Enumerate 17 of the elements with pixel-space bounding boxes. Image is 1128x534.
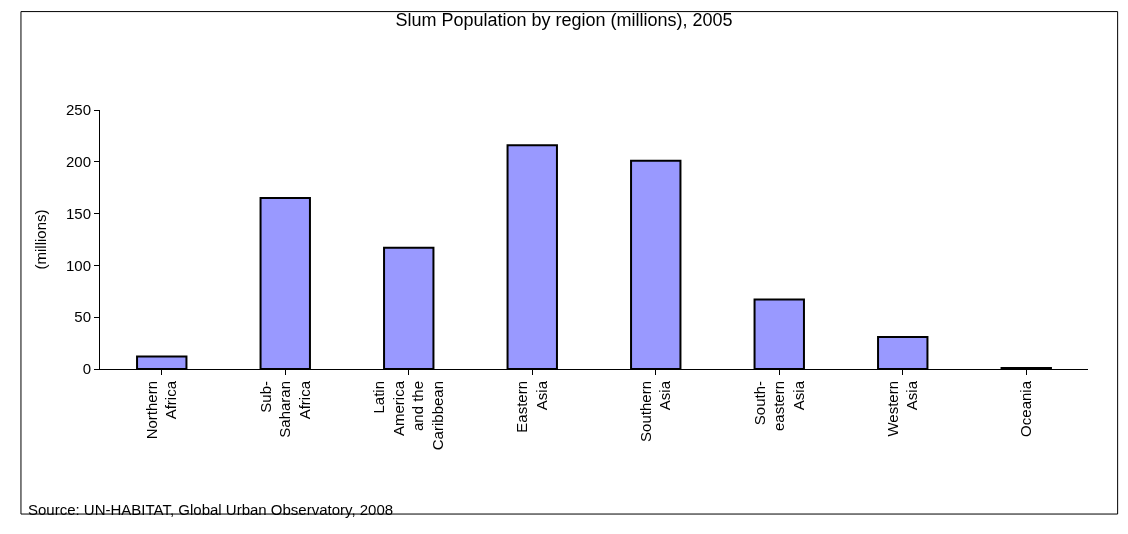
x-tick-label: Latin America and the Caribbean: [370, 380, 446, 451]
y-tick-label: 250: [65, 101, 91, 119]
x-tick-label: Sub-Saharan Africa: [256, 380, 313, 438]
y-tick-label: 150: [65, 204, 91, 222]
x-tick-label: Southern Asia: [636, 380, 674, 442]
x-tick-label: Eastern Asia: [513, 380, 550, 433]
y-axis-title: (millions): [32, 209, 50, 270]
source-note: Source: UN-HABITAT, Global Urban Observatory, 2008: [28, 501, 394, 518]
x-tick-label: Western Asia: [883, 380, 921, 437]
y-tick-label: 50: [74, 308, 91, 326]
chart-title: Slum Population by region (millions), 2005: [395, 9, 733, 30]
y-tick-label: 100: [65, 256, 91, 274]
x-tick-label: Oceania: [1017, 380, 1035, 437]
x-tick-label: South-eastern Asia: [750, 380, 807, 432]
x-tick-label: Northern Africa: [142, 380, 180, 440]
y-tick-label: 200: [65, 153, 91, 171]
y-tick-label: 0: [82, 360, 91, 378]
